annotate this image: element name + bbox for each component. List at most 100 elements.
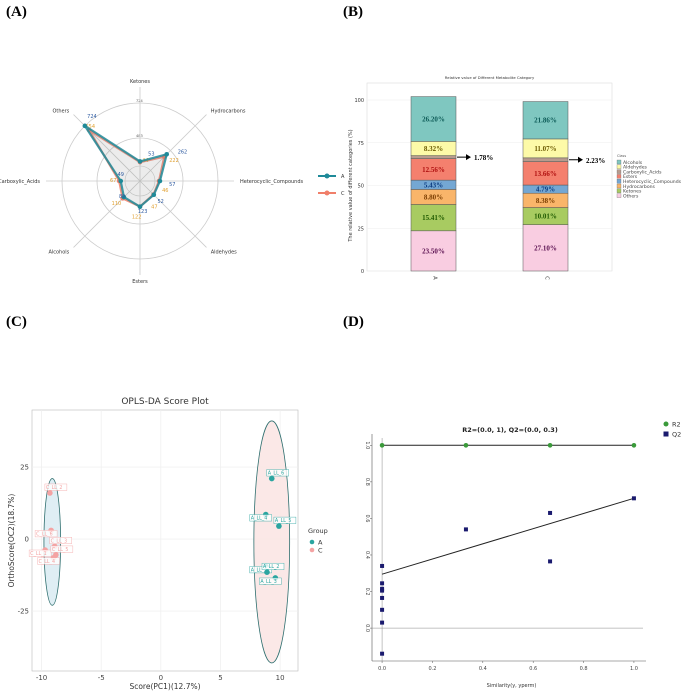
q2-point <box>548 510 553 515</box>
radar-category-label: Alcohols <box>48 250 69 256</box>
x-tick-label: 0.8 <box>580 666 588 672</box>
point-label: C_LL_5 <box>52 547 69 553</box>
stacked-bar-chart: 0 25 50 75 100 Relative value of Different Me… <box>348 75 682 280</box>
bar-annotation-label: 2.23% <box>586 157 605 165</box>
point-label-box <box>273 516 297 524</box>
q2-point <box>380 588 385 593</box>
radar-point <box>137 204 143 210</box>
point-label: A_LL_3 <box>260 579 276 585</box>
bar-value-label: 10.01% <box>534 213 557 221</box>
panel-label-d: (D) <box>343 314 364 330</box>
legend-label-R2: R2 <box>672 421 681 429</box>
legend-swatch <box>616 193 622 198</box>
bar-value-label: 13.66% <box>534 170 557 178</box>
legend-title: Class <box>617 154 626 158</box>
legend-marker-R2 <box>663 421 669 427</box>
radar-value-label: 262 <box>178 150 188 156</box>
legend-swatch <box>616 159 622 165</box>
radar-value-label: 724 <box>87 114 97 120</box>
r2-point <box>631 443 637 448</box>
legend-label-Q2: Q2 <box>672 431 681 439</box>
q2-point <box>631 496 636 501</box>
x-tick-label: 0 <box>159 674 163 682</box>
radar-point <box>121 194 127 200</box>
y-tick-label: 50 <box>358 184 364 190</box>
legend-label-A: A <box>318 539 323 547</box>
y-tick-label: 75 <box>358 141 364 147</box>
radar-value-label: 122 <box>132 215 142 221</box>
radar-point <box>82 123 88 129</box>
panel-label-b: (B) <box>343 4 363 20</box>
legend-label-A: A <box>341 174 345 180</box>
panel-label-c: (C) <box>6 314 27 330</box>
x-tick-label: 0.2 <box>428 666 436 672</box>
legend-title: Group <box>308 527 328 535</box>
x-tick-label: A <box>432 276 438 280</box>
legend-marker-A <box>324 173 330 179</box>
y-tick-label: 0.8 <box>364 478 370 486</box>
radar-point <box>151 192 157 198</box>
radar-category-label: Heterocyclic_Compounds <box>240 179 304 185</box>
radar-point <box>157 178 163 184</box>
regression-line-Q2 <box>381 497 635 575</box>
point-label-box <box>28 549 52 557</box>
point-label-box <box>261 562 285 570</box>
point-label-box <box>34 530 58 538</box>
point-label: A_LL_5 <box>275 518 291 524</box>
legend-item: Esters <box>623 174 638 180</box>
radar-value-label: 53 <box>148 151 154 157</box>
x-tick-label: 0.6 <box>529 666 537 672</box>
bar-value-label: 26.20% <box>422 115 445 123</box>
y-tick-label: 0.0 <box>364 624 370 632</box>
y-tick-label: -25 <box>18 608 29 616</box>
radar-value-label: 110 <box>112 201 122 207</box>
radar-category-label: Aldehydes <box>211 250 237 256</box>
bar-annotation-label: 1.78% <box>474 154 493 162</box>
bar-value-label: 27.10% <box>534 244 557 252</box>
radar-value-label: 67 <box>110 178 116 184</box>
legend-label-C: C <box>318 547 323 555</box>
y-axis-label: The relative value of different categori… <box>348 129 354 242</box>
y-tick-label: 100 <box>354 98 364 104</box>
radar-chart: 724 483 Ketones Hydrocarbons Heterocyclic_Co… <box>0 79 345 285</box>
bar-segment-Carboxylic_Acids <box>410 155 457 159</box>
annotation-arrow-head <box>578 156 583 163</box>
bar-value-label: 5.43% <box>424 181 443 189</box>
opls-da-score-plot: -10 -5 0 5 10 -25 0 25 OPLS-DA Score Plot Score(P… <box>7 397 328 691</box>
y-tick-label: 25 <box>20 464 29 472</box>
radar-category-label: Hydrocarbons <box>211 108 246 114</box>
radar-spoke <box>139 114 207 182</box>
radar-point <box>164 151 170 157</box>
radar-value-label: 46 <box>162 188 168 194</box>
point-label-box <box>259 577 282 585</box>
radar-category-label: Others <box>52 108 69 114</box>
y-tick-label: 1.0 <box>364 441 370 449</box>
x-tick-label: 0.4 <box>479 666 487 672</box>
y-tick-label: 0 <box>25 536 29 544</box>
radar-value-label: 49 <box>118 172 124 178</box>
bar-segment-Carboxylic_Acids <box>522 157 569 162</box>
legend-swatch <box>616 179 622 184</box>
legend-item: Others <box>623 193 639 199</box>
radar-value-label: 47 <box>151 204 157 210</box>
radar-spoke <box>73 180 141 248</box>
bar-value-label: 8.32% <box>424 145 443 153</box>
bar-value-label: 8.38% <box>536 197 555 205</box>
radar-category-label: Carboxylic_Acids <box>0 179 40 185</box>
radar-point <box>137 159 143 164</box>
bar-segment-Alcohols <box>522 101 569 140</box>
bar-segment-Ketones <box>410 204 457 232</box>
y-tick-label: 0.6 <box>364 514 370 522</box>
bar-value-label: 4.79% <box>536 186 555 194</box>
legend-item: Heterocyclic_Compounds <box>623 179 682 185</box>
q2-point <box>548 559 553 564</box>
bar-value-label: 11.07% <box>534 145 556 153</box>
bar-value-label: 8.80% <box>424 193 443 201</box>
legend-label-C: C <box>341 191 345 197</box>
score-point <box>276 523 282 529</box>
point-label-box <box>49 537 72 544</box>
y-tick-label: 0.4 <box>364 551 370 559</box>
r2-point <box>463 443 469 448</box>
